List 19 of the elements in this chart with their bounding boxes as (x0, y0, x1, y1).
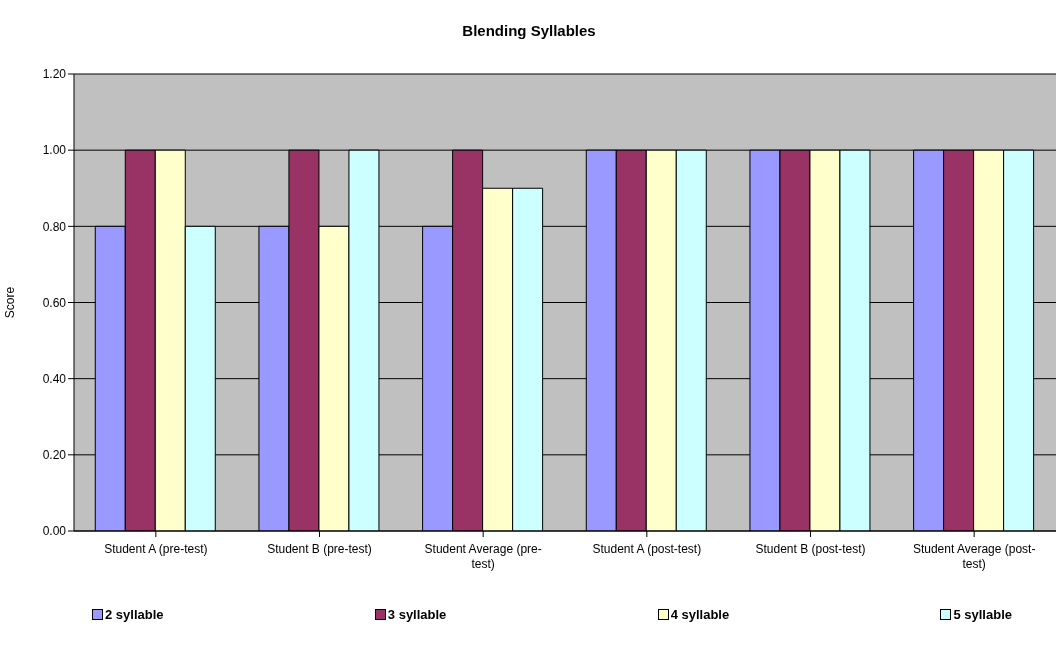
x-tick-label: Student A (post-test) (592, 542, 702, 556)
legend-label: 5 syllable (953, 607, 1012, 622)
x-tick-label: Student Average (pre-test) (424, 542, 542, 571)
x-tick-label: Student B (post-test) (755, 542, 866, 556)
y-tick-label: 1.00 (42, 143, 67, 158)
y-tick-label: 1.20 (42, 67, 67, 82)
x-tick-label: Student A (pre-test) (104, 542, 208, 556)
y-tick-label: 0.20 (42, 448, 67, 463)
y-tick-label: 0.80 (42, 219, 67, 234)
y-tick-label: 0.60 (42, 295, 67, 310)
y-tick-label: 0.40 (42, 371, 67, 386)
x-tick-label: Student Average (post-test) (912, 542, 1036, 571)
chart-title: Blending Syllables (461, 22, 597, 39)
y-tick-label: 0.00 (42, 524, 67, 539)
y-axis-title: Score (3, 286, 18, 319)
legend-label: 3 syllable (387, 607, 447, 622)
legend-label: 4 syllable (670, 607, 730, 622)
legend-label: 2 syllable (105, 607, 164, 622)
x-tick-label: Student B (pre-test) (267, 542, 372, 556)
